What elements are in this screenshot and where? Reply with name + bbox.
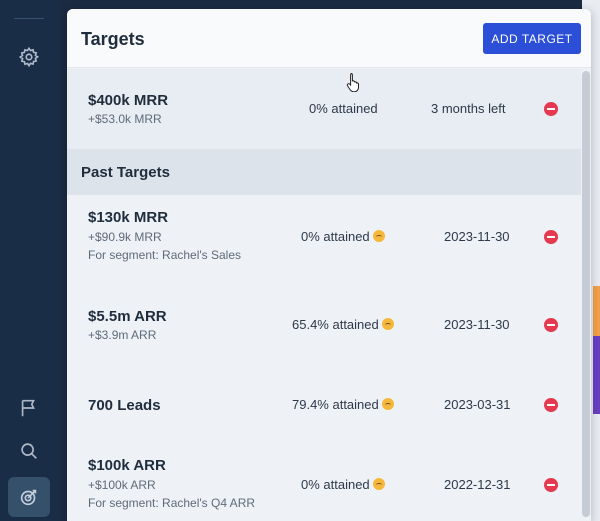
- add-target-button[interactable]: ADD TARGET: [483, 23, 581, 54]
- target-time-left: 3 months left: [431, 101, 506, 116]
- target-attained: 0% attained: [301, 229, 385, 244]
- remove-icon[interactable]: [544, 398, 558, 412]
- target-delta: +$53.0k MRR: [88, 112, 162, 126]
- target-delta: +$100k ARR: [88, 478, 156, 492]
- target-attained: 0% attained: [309, 101, 378, 116]
- target-segment: For segment: Rachel's Sales: [88, 248, 242, 262]
- nav-divider: [14, 18, 44, 19]
- settings-nav-button[interactable]: [8, 37, 50, 77]
- target-delta: +$3.9m ARR: [88, 328, 157, 342]
- target-name: 700 Leads: [88, 397, 161, 414]
- targets-list: $400k MRR +$53.0k MRR 0% attained 3 mont…: [67, 69, 591, 521]
- past-target-row: $100k ARR +$100k ARR For segment: Rachel…: [67, 435, 581, 521]
- remove-icon[interactable]: [544, 230, 558, 244]
- gear-icon: [18, 46, 40, 68]
- past-target-row: $130k MRR +$90.9k MRR For segment: Rache…: [67, 195, 581, 275]
- panel-title: Targets: [81, 29, 145, 49]
- target-attained: 79.4% attained: [292, 397, 394, 412]
- targets-panel: Targets ADD TARGET $400k MRR +$53.0k MRR…: [67, 9, 591, 521]
- target-attained: 65.4% attained: [292, 317, 394, 332]
- target-segment: For segment: Rachel's Q4 ARR: [88, 496, 256, 510]
- past-targets-header: Past Targets: [67, 149, 581, 195]
- flag-icon: [21, 399, 35, 417]
- search-icon: [21, 443, 37, 459]
- disappointed-face-icon: [381, 318, 394, 330]
- backdrop-accent-orange: [593, 286, 600, 336]
- target-icon: [20, 489, 37, 506]
- scrollbar-thumb[interactable]: [582, 71, 590, 517]
- target-attained: 0% attained: [301, 477, 385, 492]
- target-delta: +$90.9k MRR: [88, 230, 162, 244]
- target-end-date: 2022-12-31: [444, 477, 511, 492]
- nav-rail: [0, 0, 60, 521]
- backdrop-accent-purple: [593, 336, 600, 414]
- past-target-row: $5.5m ARR +$3.9m ARR 65.4% attained 2023…: [67, 275, 581, 355]
- remove-icon[interactable]: [544, 318, 558, 332]
- disappointed-face-icon: [372, 230, 385, 242]
- disappointed-face-icon: [381, 398, 394, 410]
- flag-nav-button[interactable]: [8, 388, 50, 428]
- panel-header: Targets ADD TARGET: [67, 9, 591, 68]
- past-targets-title: Past Targets: [81, 164, 170, 181]
- target-end-date: 2023-03-31: [444, 397, 511, 412]
- search-nav-button[interactable]: [8, 431, 50, 471]
- remove-icon[interactable]: [544, 478, 558, 492]
- remove-icon[interactable]: [544, 102, 558, 116]
- target-end-date: 2023-11-30: [444, 317, 510, 332]
- past-target-row: 700 Leads 79.4% attained 2023-03-31: [67, 355, 581, 435]
- scrollbar[interactable]: [581, 69, 591, 521]
- target-name: $400k MRR: [88, 92, 169, 109]
- target-name: $100k ARR: [88, 457, 166, 474]
- target-end-date: 2023-11-30: [444, 229, 510, 244]
- target-name: $5.5m ARR: [88, 308, 167, 325]
- targets-nav-button[interactable]: [8, 477, 50, 517]
- target-name: $130k MRR: [88, 209, 169, 226]
- hand-cursor-icon: [346, 73, 359, 92]
- current-target-row: $400k MRR +$53.0k MRR 0% attained 3 mont…: [67, 69, 581, 149]
- disappointed-face-icon: [372, 478, 385, 490]
